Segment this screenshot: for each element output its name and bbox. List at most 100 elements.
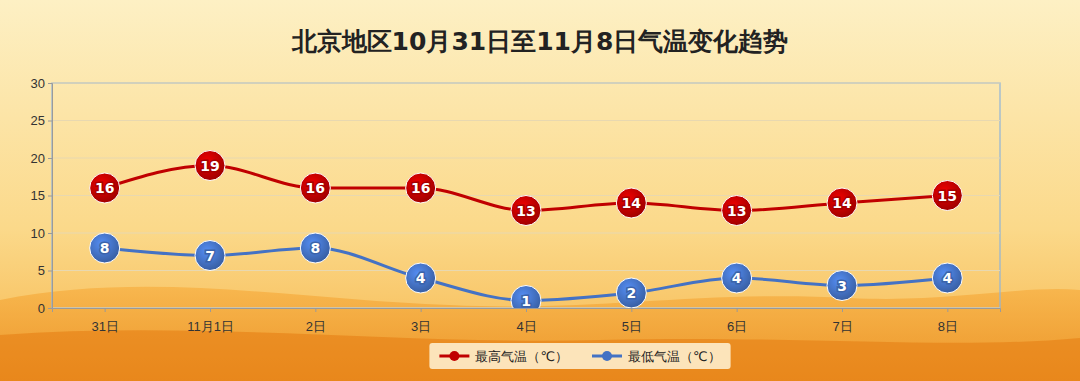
grid-line (52, 120, 1000, 121)
y-tick-label: 0 (38, 301, 45, 316)
marker (722, 196, 752, 226)
legend-swatch (449, 351, 459, 361)
x-tick-label: 6日 (727, 319, 747, 334)
y-tick-label: 5 (38, 263, 45, 278)
y-tick-mark (48, 158, 52, 159)
grid-line (52, 233, 1000, 234)
legend-swatch (602, 351, 612, 361)
marker (195, 151, 225, 181)
x-tick: 31日 (91, 308, 118, 334)
marker (827, 188, 857, 218)
y-tick-label: 30 (31, 76, 45, 91)
x-tick: 8日 (938, 308, 958, 334)
data-labels: 161916161314131415878412434 (95, 158, 957, 309)
x-tick: 2日 (306, 308, 326, 334)
data-label: 8 (310, 240, 320, 256)
marker (406, 173, 436, 203)
marker (511, 196, 541, 226)
hill (0, 330, 1080, 381)
x-tick-label: 4日 (516, 319, 536, 334)
data-label: 16 (306, 180, 325, 196)
y-tick: 5 (38, 263, 52, 278)
x-tick-mark (421, 308, 422, 312)
x-tick-mark (737, 308, 738, 312)
data-label: 4 (732, 270, 742, 286)
marker (827, 271, 857, 301)
marker (932, 263, 962, 293)
y-tick-label: 10 (31, 226, 45, 241)
marker (300, 173, 330, 203)
marker (616, 188, 646, 218)
grid (52, 83, 1000, 308)
y-axis-line (48, 84, 53, 309)
data-label: 16 (411, 180, 430, 196)
y-tick-mark (48, 233, 52, 234)
legend-item: 最高气温（℃） (439, 349, 568, 364)
y-tick: 0 (38, 301, 52, 316)
marker (90, 173, 120, 203)
data-label: 19 (200, 158, 219, 174)
y-tick-mark (48, 196, 52, 197)
x-tick: 6日 (727, 308, 747, 334)
x-tick: 7日 (832, 308, 852, 334)
grid-line (52, 270, 1000, 271)
x-tick-mark (631, 308, 632, 312)
marker (300, 233, 330, 263)
y-tick-label: 20 (31, 151, 45, 166)
x-tick-mark (315, 308, 316, 312)
data-label: 7 (205, 248, 215, 264)
y-tick-mark (48, 121, 52, 122)
x-tick-label: 31日 (91, 319, 118, 334)
y-axis: 0 5 10 15 20 25 30 (31, 76, 53, 316)
y-tick-mark (48, 271, 52, 272)
x-tick-mark (842, 308, 843, 312)
data-label: 14 (832, 195, 852, 211)
x-tick-label: 8日 (938, 319, 958, 334)
marker (511, 286, 541, 309)
x-tick-mark (526, 308, 527, 312)
legend-background (429, 343, 730, 369)
marker (195, 241, 225, 271)
x-tick-mark (947, 308, 948, 312)
background (0, 0, 1080, 381)
chart: 0 5 10 15 20 25 30 31日 11月1日 2日 3日 4日 5日 6日 7日 8日 16 19 16… (0, 0, 1080, 381)
data-label: 16 (95, 180, 114, 196)
x-tick-mark (210, 308, 211, 312)
y-tick: 30 (31, 76, 52, 91)
plot-frame (52, 83, 1000, 308)
y-tick-mark (48, 308, 52, 309)
x-tick: 5日 (622, 308, 642, 334)
data-label: 8 (100, 240, 110, 256)
x-tick-mark (105, 308, 106, 312)
data-label: 2 (626, 285, 636, 301)
x-tick-label: 5日 (622, 319, 642, 334)
x-tick-label: 3日 (411, 319, 431, 334)
x-axis: 31日 11月1日 2日 3日 4日 5日 6日 7日 8日 (53, 308, 1001, 334)
grid-line (52, 83, 1000, 84)
marker (616, 278, 646, 308)
data-label: 13 (727, 203, 746, 219)
y-tick: 15 (31, 188, 52, 203)
y-tick: 25 (31, 113, 52, 128)
data-label: 15 (938, 188, 957, 204)
x-tick-label: 2日 (306, 319, 326, 334)
marker (406, 263, 436, 293)
data-label: 1 (521, 293, 531, 309)
grid-line (52, 158, 1000, 159)
title: 北京地区10月31日至11月8日气温变化趋势 (291, 27, 789, 56)
data-label: 3 (837, 278, 847, 294)
y-tick: 10 (31, 226, 52, 241)
x-tick: 4日 (516, 308, 536, 334)
marker (932, 181, 962, 211)
y-tick: 20 (31, 151, 52, 166)
legend-item: 最低气温（℃） (592, 349, 721, 364)
data-label: 4 (942, 270, 952, 286)
legend-label: 最低气温（℃） (628, 349, 721, 364)
plot-marks (90, 151, 963, 309)
x-tick: 11月1日 (187, 308, 234, 334)
data-label: 4 (416, 270, 426, 286)
data-label: 14 (622, 195, 642, 211)
y-tick-label: 15 (31, 188, 45, 203)
x-tick-label: 7日 (832, 319, 852, 334)
y-tick-label: 25 (31, 113, 45, 128)
